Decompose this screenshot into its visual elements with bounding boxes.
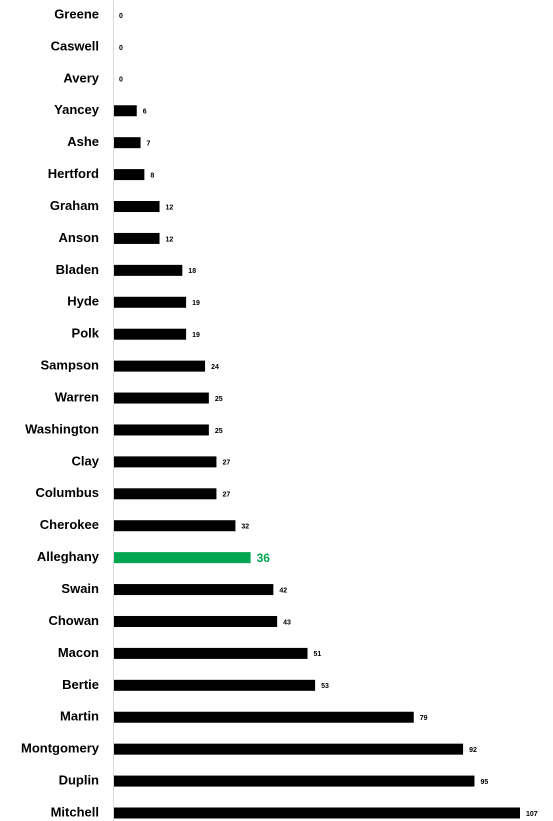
value-label: 32 — [241, 524, 249, 531]
category-label: Yancey — [54, 102, 100, 117]
bar — [114, 360, 206, 372]
category-label: Martin — [60, 709, 99, 724]
category-label: Mitchell — [51, 804, 99, 819]
category-label: Avery — [63, 70, 99, 85]
value-label: 36 — [257, 551, 271, 565]
value-label: 27 — [222, 460, 230, 467]
value-label: 107 — [526, 811, 538, 818]
bar — [114, 105, 137, 117]
category-label: Anson — [59, 230, 100, 245]
category-label: Hyde — [67, 294, 99, 309]
value-label: 25 — [215, 396, 223, 403]
bar — [114, 711, 414, 723]
category-label: Duplin — [59, 773, 99, 788]
category-label: Macon — [58, 645, 99, 660]
bar — [114, 456, 217, 468]
category-label: Clay — [72, 453, 100, 468]
category-label: Polk — [72, 326, 100, 341]
bar — [114, 201, 160, 213]
value-label: 51 — [314, 651, 322, 658]
bar — [114, 296, 187, 308]
value-label: 0 — [119, 13, 123, 20]
value-label: 8 — [150, 172, 154, 179]
category-label: Bertie — [62, 677, 99, 692]
value-label: 12 — [166, 236, 174, 243]
category-label: Hertford — [48, 166, 99, 181]
category-label: Swain — [61, 581, 99, 596]
bar — [114, 743, 464, 755]
category-label: Graham — [50, 198, 99, 213]
value-label: 7 — [147, 141, 151, 148]
value-label: 19 — [192, 300, 200, 307]
bar — [114, 775, 475, 787]
category-label: Greene — [54, 6, 99, 21]
value-label: 95 — [480, 779, 488, 786]
category-label: Bladen — [56, 262, 99, 277]
bar — [114, 328, 187, 340]
bar — [114, 679, 316, 691]
value-label: 0 — [119, 45, 123, 52]
bar — [114, 584, 274, 596]
bar — [114, 488, 217, 500]
value-label: 53 — [321, 683, 329, 690]
value-label: 18 — [188, 268, 196, 275]
category-label: Warren — [55, 389, 99, 404]
value-label: 25 — [215, 428, 223, 435]
category-label: Ashe — [67, 134, 99, 149]
category-label: Washington — [25, 421, 99, 436]
category-label: Cherokee — [40, 517, 99, 532]
value-label: 92 — [469, 747, 477, 754]
bar — [114, 232, 160, 244]
bar — [114, 169, 145, 181]
value-label: 27 — [222, 492, 230, 499]
value-label: 0 — [119, 77, 123, 84]
value-label: 24 — [211, 364, 219, 371]
bar — [114, 264, 183, 276]
category-label: Columbus — [35, 485, 99, 500]
bar — [114, 520, 236, 532]
value-label: 43 — [283, 619, 291, 626]
bar — [114, 424, 209, 436]
category-label: Caswell — [51, 38, 99, 53]
bar — [114, 615, 278, 627]
category-label: Chowan — [48, 613, 99, 628]
bar — [114, 647, 308, 659]
bar — [114, 552, 251, 564]
value-label: 79 — [420, 715, 428, 722]
value-label: 42 — [279, 587, 287, 594]
bar — [114, 392, 209, 404]
value-label: 6 — [143, 109, 147, 116]
value-label: 19 — [192, 332, 200, 339]
category-label: Montgomery — [21, 741, 100, 756]
bar — [114, 807, 520, 819]
value-label: 12 — [166, 204, 174, 211]
category-label: Alleghany — [37, 549, 100, 564]
category-label: Sampson — [40, 358, 99, 373]
bar — [114, 137, 141, 149]
